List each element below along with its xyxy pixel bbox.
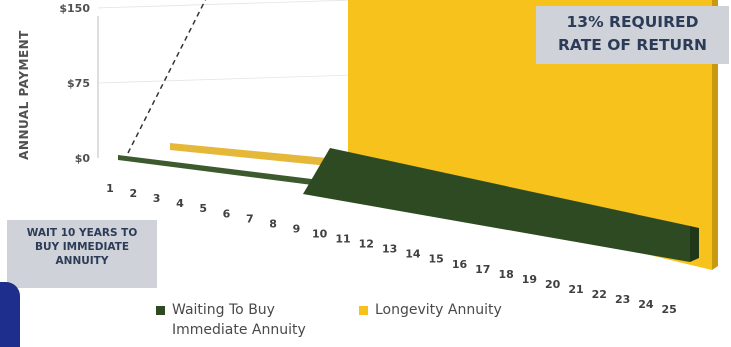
x-tick-label: 19	[522, 273, 537, 286]
legend-swatch-longevity	[359, 306, 368, 315]
rate-callout-line-1: 13% REQUIRED	[566, 13, 699, 31]
waiting-top-face	[330, 148, 699, 228]
x-tick-label: 13	[382, 243, 397, 256]
x-axis: 1 2 3 4 5 6 7 8 9 10 11 12 13 14 15 16 17 18 19 20 21 22 23 24 2…	[106, 182, 677, 316]
gridline	[97, 0, 356, 9]
x-tick-label: 21	[568, 283, 583, 296]
x-tick-label: 16	[452, 258, 468, 271]
longevity-zero-ledge	[170, 143, 348, 168]
x-tick-label: 3	[153, 192, 161, 205]
waiting-side-face	[690, 226, 699, 262]
x-tick-label: 12	[359, 238, 374, 251]
x-tick-label: 2	[129, 187, 137, 200]
y-axis: ANNUAL PAYMENT$450$375$300$225$150$75$0	[17, 0, 356, 165]
dashed-guide-line	[127, 0, 207, 154]
x-tick-label: 17	[475, 263, 490, 276]
x-tick-label: 7	[246, 212, 254, 225]
gridline	[97, 74, 356, 84]
x-tick-label: 22	[592, 288, 607, 301]
rate-callout-line-2: RATE OF RETURN	[557, 36, 708, 54]
x-tick-label: 10	[312, 227, 328, 240]
chart-front-layer	[118, 148, 699, 262]
longevity-side-face	[712, 0, 718, 270]
x-tick-label: 24	[638, 298, 654, 311]
x-tick-label: 25	[662, 303, 677, 316]
wait-callout-line-2: BUY IMMEDIATE	[34, 241, 130, 253]
x-tick-label: 20	[545, 278, 561, 291]
y-tick-label: $0	[75, 152, 91, 165]
x-tick-label: 23	[615, 293, 630, 306]
corner-decoration	[0, 282, 20, 347]
x-tick-label: 4	[176, 197, 184, 210]
legend-label-waiting: Waiting To Buy Immediate Annuity	[172, 300, 306, 340]
legend-waiting-line-1: Waiting To Buy	[172, 302, 275, 318]
legend-waiting-line-2: Immediate Annuity	[172, 322, 306, 338]
y-axis-title: ANNUAL PAYMENT	[17, 30, 31, 160]
wait-callout-line-3: ANNUITY	[55, 255, 109, 267]
waiting-zero-ledge	[118, 155, 320, 186]
x-tick-label: 5	[199, 202, 207, 215]
x-tick-label: 11	[335, 233, 350, 246]
x-tick-label: 6	[223, 207, 231, 220]
x-tick-label: 15	[429, 253, 444, 266]
legend-item-waiting: Waiting To Buy Immediate Annuity	[156, 300, 306, 340]
x-tick-label: 18	[498, 268, 513, 281]
y-tick-label: $75	[67, 77, 90, 90]
waiting-front-face	[303, 148, 690, 262]
legend-label-longevity: Longevity Annuity	[375, 300, 502, 320]
legend-longevity-line-1: Longevity Annuity	[375, 302, 502, 318]
rate-of-return-callout: 13% REQUIRED RATE OF RETURN	[536, 6, 729, 64]
x-tick-label: 8	[269, 217, 277, 230]
wait-years-callout: WAIT 10 YEARS TO BUY IMMEDIATE ANNUITY	[7, 220, 157, 288]
x-tick-label: 9	[293, 222, 301, 235]
y-tick-label: $150	[59, 2, 90, 15]
x-tick-label: 14	[405, 248, 421, 261]
legend-swatch-waiting	[156, 306, 165, 315]
wait-callout-line-1: WAIT 10 YEARS TO	[26, 227, 138, 239]
legend-item-longevity: Longevity Annuity	[359, 300, 502, 320]
x-tick-label: 1	[106, 182, 114, 195]
